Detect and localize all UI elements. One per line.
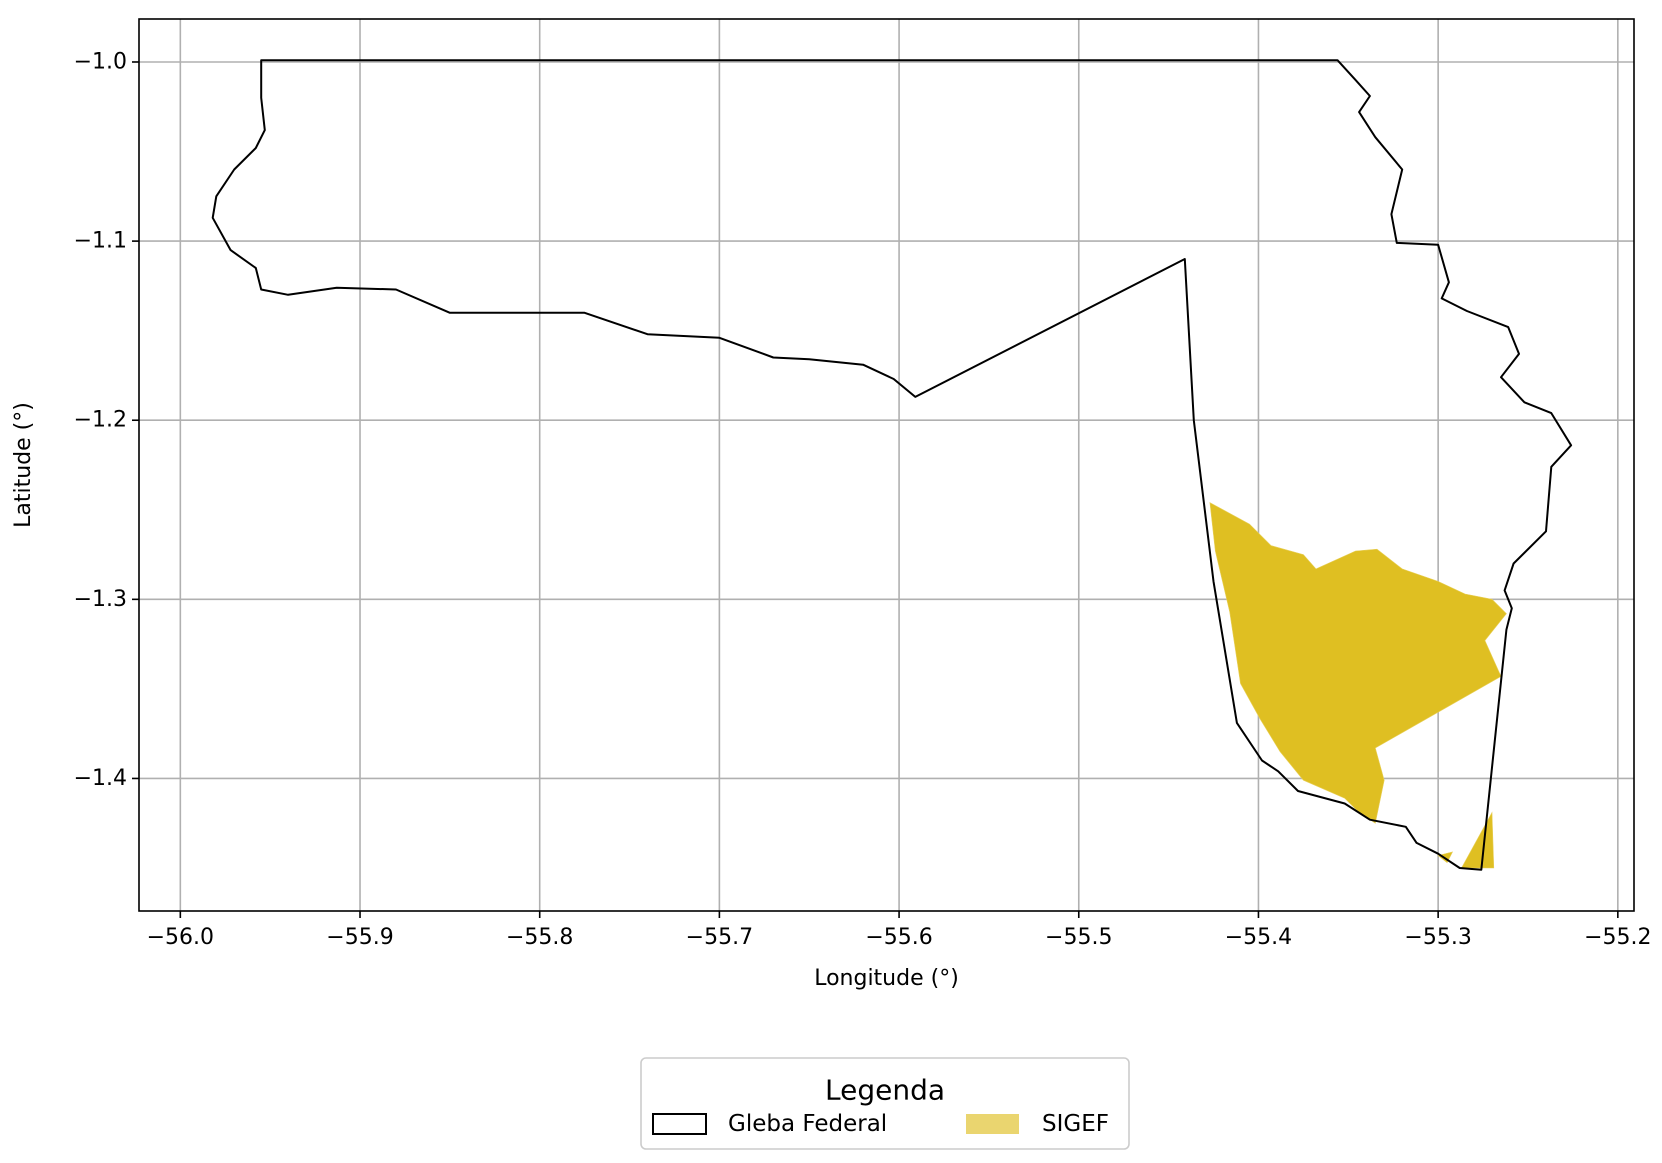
x-tick-label-8: −55.2 [1584, 925, 1651, 950]
y-tick-label-1: −1.1 [74, 229, 127, 254]
legend-swatch-gleba-federal [652, 1113, 707, 1135]
x-tick-label-0: −56.0 [147, 925, 214, 950]
legend-swatch-sigef [966, 1114, 1019, 1134]
y-tick-label-3: −1.3 [74, 587, 127, 612]
x-tick-label-6: −55.4 [1225, 925, 1292, 950]
legend: Legenda Gleba Federal SIGEF [640, 1057, 1130, 1150]
y-tick-label-0: −1.0 [74, 49, 127, 74]
sigef-parcel-0 [1209, 502, 1507, 824]
legend-label-sigef: SIGEF [1042, 1111, 1109, 1137]
x-tick-label-2: −55.8 [506, 925, 573, 950]
gleba-federal-boundary [211, 59, 1573, 871]
y-axis-label: Latitude (°) [11, 402, 36, 528]
x-tick-label-7: −55.3 [1404, 925, 1471, 950]
legend-label-gleba-federal: Gleba Federal [728, 1111, 887, 1137]
y-tick-label-2: −1.2 [74, 408, 127, 433]
map-layers [211, 59, 1573, 871]
sigef-parcel-2 [1437, 851, 1454, 864]
x-axis-label: Longitude (°) [814, 966, 959, 991]
axis-ticks: −56.0 −55.9 −55.8 −55.7 −55.6 −55.5 −55.4 −55.3… [74, 49, 1652, 950]
plot-area [139, 19, 1634, 911]
x-tick-label-1: −55.9 [326, 925, 393, 950]
x-tick-label-5: −55.5 [1045, 925, 1112, 950]
x-tick-label-3: −55.7 [686, 925, 753, 950]
x-tick-label-4: −55.6 [865, 925, 932, 950]
legend-title: Legenda [825, 1074, 945, 1107]
plot-frame [138, 18, 1635, 912]
y-tick-label-4: −1.4 [74, 766, 127, 791]
